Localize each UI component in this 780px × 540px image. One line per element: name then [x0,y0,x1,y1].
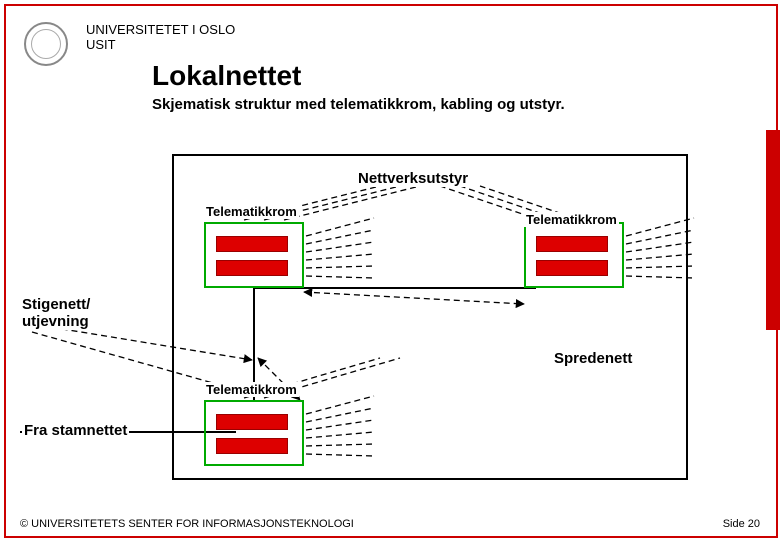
nettverksutstyr-label: Nettverksutstyr [356,170,470,187]
cable-dashed [306,218,374,236]
page-number: Side 20 [723,518,760,530]
diagram-svg [0,0,780,540]
cable-dashed [626,276,694,278]
footer-copyright: © UNIVERSITETETS SENTER FOR INFORMASJONS… [20,518,354,530]
cable-dashed [306,408,374,422]
telematikkrom-node [204,222,304,288]
cable-dashed [306,230,374,244]
cable-dashed [626,218,694,236]
cable-dashed [306,266,374,268]
telematikkrom-node [524,222,624,288]
telematikkrom-node [204,400,304,466]
equipment-bar-icon [216,438,288,454]
equipment-bar-icon [536,236,608,252]
cable-dashed [306,420,374,430]
stigenett-label: Stigenett/ utjevning [20,296,92,330]
cable-dashed [284,186,420,220]
telematikkrom-label: Telematikkrom [204,382,299,397]
telematikkrom-label: Telematikkrom [524,212,619,227]
equipment-bar-icon [216,236,288,252]
cable-dashed [626,266,694,268]
equipment-bar-icon [216,414,288,430]
cable-dashed [626,242,694,252]
cable-dashed [306,254,374,260]
cable-dashed [306,396,374,414]
fra_stamnettet-label: Fra stamnettet [22,422,129,439]
cable-dashed [306,454,374,456]
spredenett-label: Spredenett [552,350,634,367]
cable-dashed [306,276,374,278]
cable-dashed [626,230,694,244]
cable-dashed [626,254,694,260]
equipment-bar-icon [536,260,608,276]
cable-dashed [306,444,374,446]
cable-dashed [306,432,374,438]
equipment-bar-icon [216,260,288,276]
cable-dashed [304,292,524,304]
telematikkrom-label: Telematikkrom [204,204,299,219]
cable-dashed [306,242,374,252]
